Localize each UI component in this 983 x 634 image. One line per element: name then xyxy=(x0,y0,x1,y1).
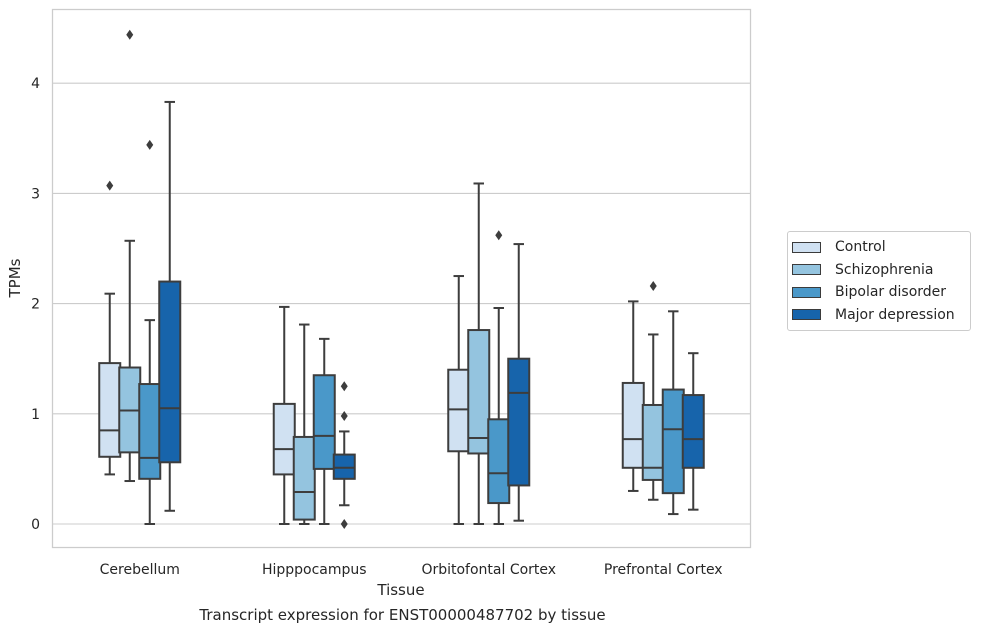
ticks: 0 1 2 3 4 Cerebellum Hipppocampus Orbitofontal … xyxy=(31,76,723,578)
box-iqr xyxy=(621,381,645,469)
legend: Control Schizophrenia Bipolar disorder Majo… xyxy=(787,231,971,331)
y-tick-label: 0 xyxy=(31,517,40,533)
box-iqr xyxy=(272,402,296,476)
box-iqr xyxy=(681,394,705,469)
boxes xyxy=(98,29,705,529)
legend-item: Control xyxy=(788,236,970,259)
box-3-1 xyxy=(641,280,665,501)
outlier-point xyxy=(146,139,154,150)
outlier-point xyxy=(340,381,348,392)
box-3-3 xyxy=(681,352,705,511)
outlier-point xyxy=(495,230,503,241)
legend-label: Schizophrenia xyxy=(835,261,934,278)
legend-swatch xyxy=(792,309,821,321)
box-0-1 xyxy=(118,29,142,483)
box-iqr xyxy=(312,374,336,470)
outlier-point xyxy=(106,180,114,191)
box-0-2 xyxy=(138,139,162,525)
box-3-0 xyxy=(621,300,645,492)
plot-frame xyxy=(51,8,752,549)
x-axis-label: Tissue xyxy=(376,581,424,599)
y-tick-label: 2 xyxy=(31,297,40,313)
box-0-3 xyxy=(158,100,182,512)
chart-caption: Transcript expression for ENST0000048770… xyxy=(199,606,606,624)
box-1-3 xyxy=(332,381,356,529)
legend-item: Schizophrenia xyxy=(788,259,970,282)
x-tick-label: Prefrontal Cortex xyxy=(604,562,723,578)
x-tick-label: Orbitofontal Cortex xyxy=(421,562,556,578)
legend-swatch xyxy=(792,241,821,253)
box-iqr xyxy=(138,383,162,480)
box-0-0 xyxy=(98,180,122,476)
outlier-point xyxy=(649,280,657,291)
box-2-1 xyxy=(467,182,491,525)
box-3-2 xyxy=(661,310,685,516)
box-1-1 xyxy=(292,323,316,525)
box-iqr xyxy=(661,388,685,495)
legend-label: Bipolar disorder xyxy=(835,284,947,301)
legend-item: Major depression xyxy=(788,304,970,327)
legend-item: Bipolar disorder xyxy=(788,281,970,304)
box-iqr xyxy=(507,357,531,487)
legend-swatch xyxy=(792,264,821,276)
box-iqr xyxy=(487,418,511,505)
x-tick-label: Hipppocampus xyxy=(262,562,367,578)
legend-label: Control xyxy=(835,239,886,256)
box-iqr xyxy=(98,362,122,458)
box-iqr xyxy=(467,329,491,455)
legend-label: Major depression xyxy=(835,306,955,323)
y-tick-label: 1 xyxy=(31,407,40,423)
y-axis-label: TPMs xyxy=(6,258,24,298)
box-iqr xyxy=(447,368,471,453)
box-2-0 xyxy=(447,275,471,525)
box-2-3 xyxy=(507,243,531,522)
box-iqr xyxy=(158,280,182,464)
box-1-2 xyxy=(312,337,336,525)
y-tick-label: 4 xyxy=(31,76,40,92)
y-tick-label: 3 xyxy=(31,186,40,202)
outlier-point xyxy=(340,519,348,529)
outlier-point xyxy=(126,29,134,40)
box-2-2 xyxy=(487,230,511,525)
box-iqr xyxy=(292,435,316,521)
x-tick-label: Cerebellum xyxy=(100,562,180,578)
box-iqr xyxy=(332,453,356,480)
outlier-point xyxy=(340,411,348,422)
box-1-0 xyxy=(272,305,296,525)
legend-swatch xyxy=(792,286,821,298)
